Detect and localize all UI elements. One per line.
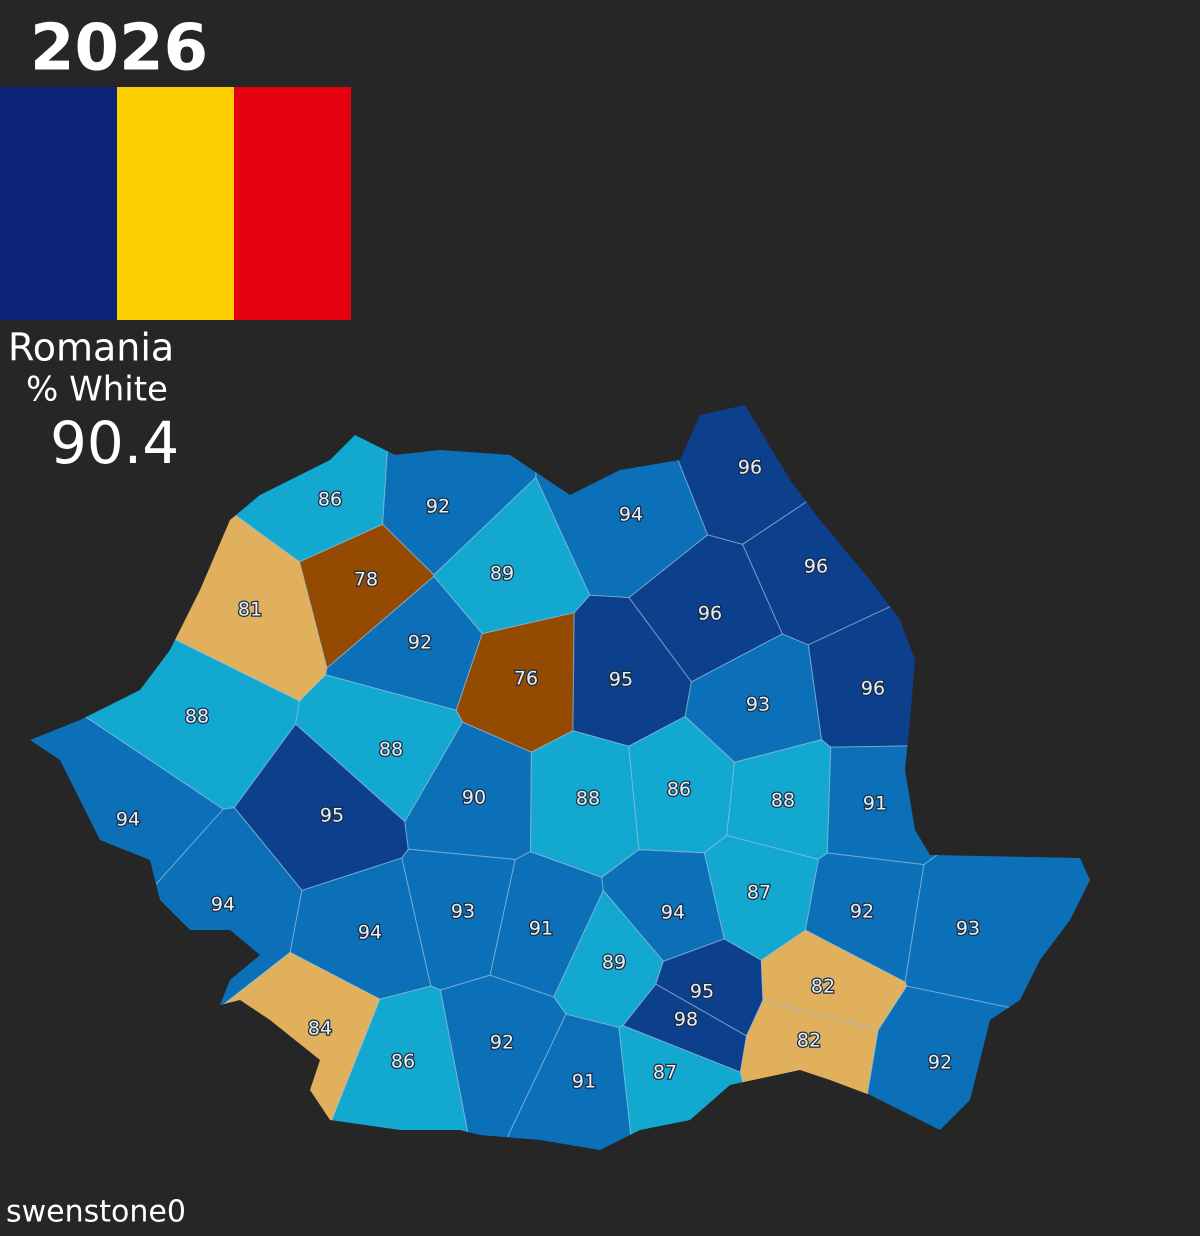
region-label: 96 [804, 556, 828, 578]
region-label: 92 [490, 1032, 514, 1054]
credit: swenstone0 [6, 1195, 186, 1230]
region-label: 88 [771, 790, 795, 812]
region-label: 95 [690, 981, 714, 1003]
country-name: Romania [8, 326, 174, 370]
region-label: 89 [602, 952, 626, 974]
region-label: 91 [863, 793, 887, 815]
region-label: 96 [698, 603, 722, 625]
overall-value: 90.4 [50, 409, 179, 477]
region-label: 81 [238, 599, 262, 621]
region-label: 94 [116, 809, 140, 831]
region-labels: 86 92 94 96 96 96 96 78 81 89 92 76 95 93 88 88 95 90 88 86… [115, 455, 982, 1094]
region-label: 87 [653, 1062, 677, 1084]
region-label: 94 [619, 504, 643, 526]
flag-stripe [117, 87, 234, 320]
region-label: 89 [490, 563, 514, 585]
region-label: 91 [572, 1071, 596, 1093]
region-label: 95 [609, 669, 633, 691]
region-label: 93 [746, 694, 770, 716]
region-label: 95 [320, 805, 344, 827]
region-label: 88 [576, 788, 600, 810]
region-label: 87 [747, 882, 771, 904]
region-label: 86 [667, 779, 691, 801]
region-label: 94 [661, 902, 685, 924]
region-label: 93 [451, 901, 475, 923]
region-label: 92 [426, 496, 450, 518]
region-label: 78 [354, 569, 378, 591]
region-label: 90 [462, 787, 486, 809]
metric: % White [26, 370, 168, 410]
region-label: 98 [674, 1009, 698, 1031]
region-label: 94 [358, 922, 382, 944]
region-label: 96 [738, 457, 762, 479]
region-label: 94 [211, 894, 235, 916]
flag-stripe [234, 87, 351, 320]
region-label: 88 [185, 706, 209, 728]
region-label: 88 [379, 739, 403, 761]
year: 2026 [30, 12, 208, 86]
region-label: 84 [308, 1018, 332, 1040]
region-label: 92 [850, 901, 874, 923]
region-label: 92 [408, 632, 432, 654]
region-label: 82 [811, 976, 835, 998]
region-label: 92 [928, 1052, 952, 1074]
region-label: 82 [797, 1030, 821, 1052]
region-label: 96 [861, 678, 885, 700]
region-label: 86 [391, 1051, 415, 1073]
region-label: 93 [956, 918, 980, 940]
flag-stripe [0, 87, 117, 320]
region-label: 91 [529, 918, 553, 940]
region-label: 86 [318, 489, 342, 511]
region-label: 76 [514, 668, 538, 690]
flag [0, 87, 351, 320]
